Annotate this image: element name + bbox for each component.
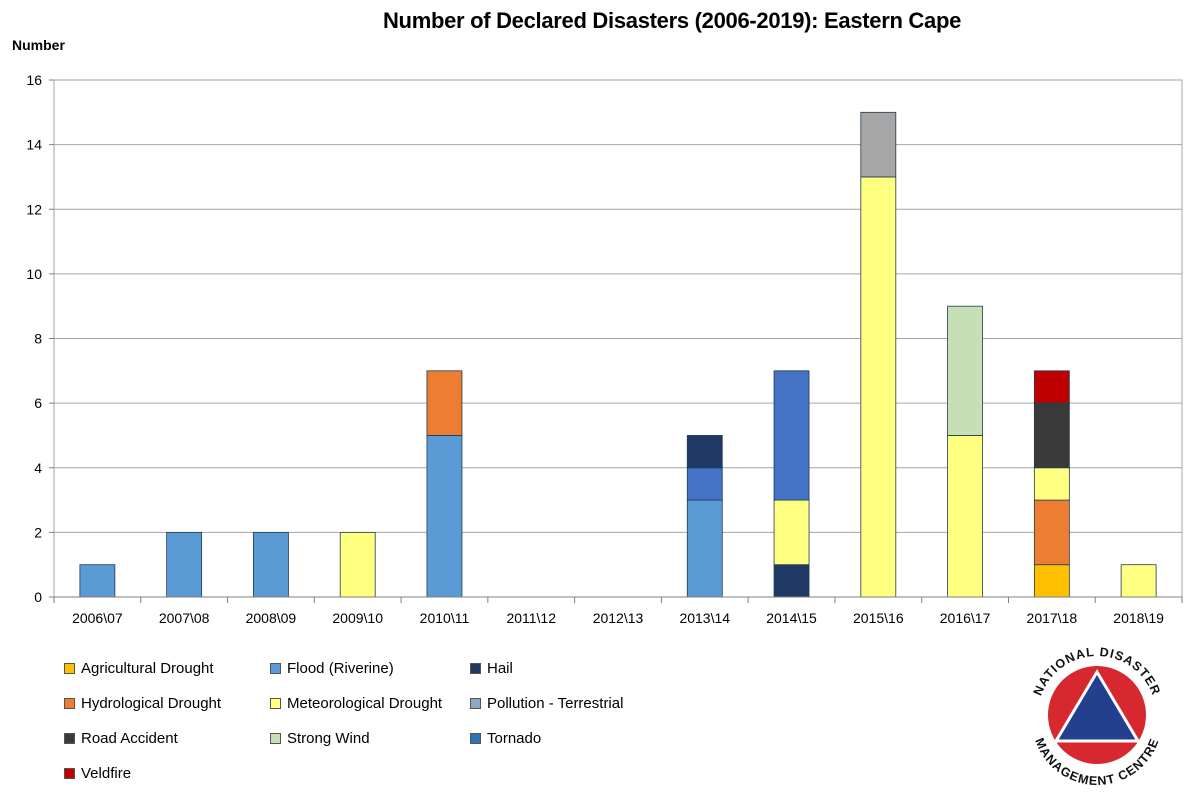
legend-item: Road Accident xyxy=(64,730,178,747)
x-tick-label: 2013\14 xyxy=(679,610,730,626)
legend-label: Pollution - Terrestrial xyxy=(487,695,624,712)
y-tick-label: 6 xyxy=(34,395,42,411)
gridlines xyxy=(53,79,1183,598)
bar-segment xyxy=(1120,564,1157,598)
ndmc-logo: NATIONAL DISASTER MANAGEMENT CENTRE xyxy=(1031,645,1163,788)
bar-segment xyxy=(1033,370,1070,404)
legend-swatch xyxy=(64,698,75,709)
bar-segment xyxy=(426,370,463,436)
bar-segment xyxy=(1033,402,1070,469)
bar-segment xyxy=(860,176,897,598)
legend-swatch xyxy=(64,768,75,779)
x-tick-label: 2011\12 xyxy=(506,610,556,626)
legend-item: Hail xyxy=(470,660,513,677)
bar-segment xyxy=(79,564,116,598)
legend-label: Veldfire xyxy=(81,765,132,782)
bar-segment xyxy=(947,305,983,436)
x-tick-label: 2014\15 xyxy=(766,610,817,626)
legend-label: Road Accident xyxy=(81,730,178,747)
legend-label: Flood (Riverine) xyxy=(287,660,394,677)
legend-swatch xyxy=(270,663,281,674)
x-tick-label: 2018\19 xyxy=(1113,610,1164,626)
legend-item: Tornado xyxy=(470,730,541,747)
legend-label: Meteorological Drought xyxy=(287,695,443,712)
legend-swatch xyxy=(470,733,481,744)
x-tick-label: 2012\13 xyxy=(593,610,644,626)
bar-segment xyxy=(339,531,376,598)
chart-title: Number of Declared Disasters (2006-2019)… xyxy=(382,8,962,33)
x-tick-label: 2010\11 xyxy=(420,610,470,626)
y-tick-label: 8 xyxy=(34,331,42,347)
legend-swatch xyxy=(64,733,75,744)
legend-label: Strong Wind xyxy=(287,730,370,747)
legend-swatch xyxy=(470,663,481,674)
legend-label: Hail xyxy=(487,660,513,677)
logo-triangle-icon xyxy=(1053,669,1141,743)
x-tick-label: 2015\16 xyxy=(853,610,904,626)
bar-segment xyxy=(860,111,897,178)
x-tick-label: 2016\17 xyxy=(940,610,991,626)
legend-item: Veldfire xyxy=(64,765,131,782)
y-tick-label: 16 xyxy=(26,72,42,88)
bar-segment xyxy=(426,435,463,598)
y-tick-label: 2 xyxy=(34,524,42,540)
y-tick-label: 4 xyxy=(34,460,42,476)
bar-segment xyxy=(253,531,289,598)
legend-item: Strong Wind xyxy=(270,730,370,747)
legend-label: Agricultural Drought xyxy=(81,660,214,677)
axes: 0 2 4 6 8 10 12 14 16 2006\07 2007\08 2008\09 2009\1… xyxy=(26,72,1183,626)
legend-label: Tornado xyxy=(487,730,542,747)
legend-item: Hydrological Drought xyxy=(64,695,221,712)
bar-segment xyxy=(1033,467,1070,501)
x-tick-label: 2007\08 xyxy=(159,610,210,626)
y-tick-label: 10 xyxy=(26,266,42,282)
x-tick-label: 2006\07 xyxy=(72,610,123,626)
x-tick-label: 2009\10 xyxy=(332,610,383,626)
bar-segment xyxy=(773,370,810,501)
legend-swatch xyxy=(470,698,481,709)
bar-segment xyxy=(1033,564,1070,598)
y-tick-label: 14 xyxy=(26,137,42,153)
bar-segment xyxy=(947,435,983,598)
legend-item: Agricultural Drought xyxy=(64,660,214,677)
bar-segment xyxy=(1033,499,1070,566)
bar-segment xyxy=(686,467,723,501)
y-axis-label: Number xyxy=(12,37,65,53)
bar-segment xyxy=(773,564,810,598)
bar-segment xyxy=(773,499,810,566)
bar-segment xyxy=(166,531,203,598)
y-tick-label: 0 xyxy=(34,589,42,605)
legend-item: Flood (Riverine) xyxy=(270,660,394,677)
chart-plot: 0 2 4 6 8 10 12 14 16 2006\07 2007\08 2008\09 2009\1… xyxy=(26,72,1183,626)
bar-segment xyxy=(686,499,723,598)
legend-swatch xyxy=(270,698,281,709)
legend-swatch xyxy=(270,733,281,744)
bars xyxy=(79,111,1157,598)
legend-item: Meteorological Drought xyxy=(270,695,442,712)
x-tick-label: 2017\18 xyxy=(1027,610,1078,626)
x-tick-label: 2008\09 xyxy=(246,610,297,626)
legend-item: Pollution - Terrestrial xyxy=(470,695,623,712)
legend-label: Hydrological Drought xyxy=(81,695,222,712)
bar-segment xyxy=(686,435,723,469)
legend-swatch xyxy=(64,663,75,674)
y-tick-label: 12 xyxy=(26,201,42,217)
